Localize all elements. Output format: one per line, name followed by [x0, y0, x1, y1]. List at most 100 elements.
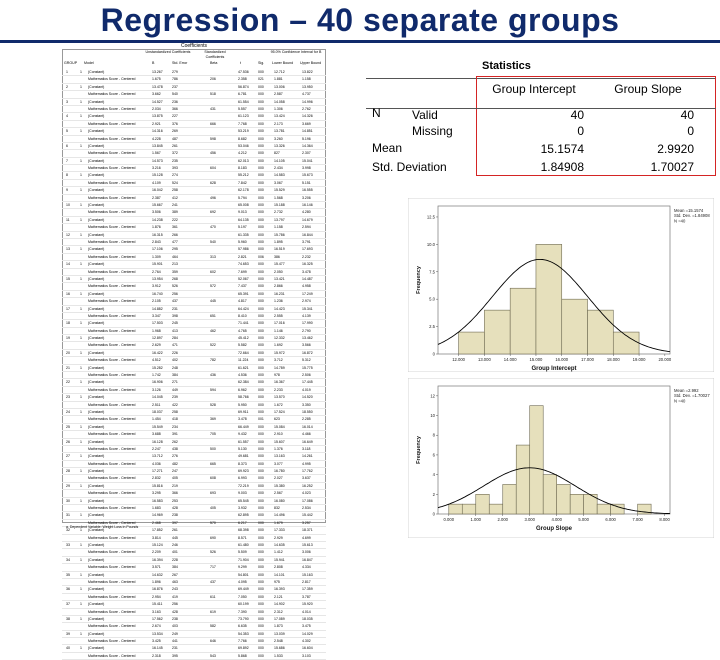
histogram-bar — [502, 484, 517, 515]
table-cell: 3.126 — [152, 387, 161, 392]
table-cell: 437 — [210, 579, 216, 584]
coefficients-rows: 1 1 (Constant) 13.267 279 47.536 000 12.712 13.8… — [62, 69, 326, 660]
row-label: Mathematics Score - Centered — [88, 299, 136, 304]
x-axis-label: Group Slope — [536, 526, 573, 532]
row-label: Mathematics Score - Centered — [88, 269, 136, 274]
group-number: 38 — [66, 616, 70, 621]
table-row: Mathematics Score - Centered 2.764 359 602 7… — [62, 269, 326, 276]
table-cell: 5.557 — [238, 106, 247, 111]
table-cell: 14.969 — [152, 513, 163, 518]
row-label: (Constant) — [88, 84, 105, 89]
table-cell: 4.765 — [238, 328, 247, 333]
table-cell: 17.106 — [152, 247, 163, 252]
table-cell: 15.188 — [274, 203, 285, 208]
table-row: Mathematics Score - Centered 3.814 445 690 8… — [62, 535, 326, 542]
table-cell: 384 — [172, 373, 178, 378]
table-cell: 482 — [172, 461, 178, 466]
group-number: 20 — [66, 350, 70, 355]
table-cell: 16.740 — [152, 291, 163, 296]
histogram-bar — [461, 503, 477, 515]
table-cell: 000 — [258, 114, 264, 119]
table-cell: 000 — [258, 483, 264, 488]
y-tick-label: 5.0 — [429, 297, 435, 302]
table-cell: 6.962 — [238, 387, 247, 392]
table-cell: 000 — [258, 313, 264, 318]
table-cell: 276 — [172, 454, 178, 459]
table-cell: 18.550 — [302, 409, 313, 414]
table-cell: 4.737 — [302, 92, 311, 97]
model-number: 1 — [80, 217, 82, 222]
table-cell: 2.817 — [302, 579, 311, 584]
table-row: 20 1 (Constant) 16.422 226 72.664 000 15.972 16.… — [62, 350, 326, 358]
table-cell: 462 — [210, 328, 216, 333]
table-cell: 15.972 — [274, 350, 285, 355]
row-label: (Constant) — [88, 99, 105, 104]
table-cell: 2.929 — [274, 535, 283, 540]
row-label: (Constant) — [88, 380, 105, 385]
row-label: (Constant) — [88, 70, 105, 74]
table-cell: 16.042 — [152, 188, 163, 193]
table-cell: 540 — [210, 239, 216, 244]
table-cell: 470 — [210, 225, 216, 230]
statistics-table: Group Intercept Group Slope N Valid 40 4… — [366, 76, 716, 196]
table-cell: 000 — [258, 506, 264, 511]
table-cell: 611 — [210, 594, 216, 599]
stats-sub-valid: Valid — [412, 108, 438, 122]
table-cell: 1.896 — [152, 579, 161, 584]
row-label: (Constant) — [88, 321, 105, 326]
table-row: 11 1 (Constant) 14.238 222 64.135 000 13.797 14.… — [62, 217, 326, 225]
table-cell: 000 — [258, 402, 264, 407]
table-cell: 000 — [258, 631, 264, 636]
table-cell: 978 — [274, 373, 280, 378]
table-cell: 16.583 — [152, 498, 163, 503]
table-cell: 16.394 — [152, 557, 163, 562]
group-number: 17 — [66, 306, 70, 311]
x-tick-label: 7.000 — [632, 517, 643, 522]
table-cell: 1.158 — [274, 225, 283, 230]
table-cell: 628 — [210, 180, 216, 185]
table-cell: 1.675 — [152, 77, 161, 82]
table-cell: 61.557 — [238, 439, 249, 444]
row-label: Mathematics Score - Centered — [88, 639, 136, 644]
table-cell: 256 — [172, 291, 178, 296]
x-tick-label: 16.000 — [555, 357, 568, 362]
table-cell: 15.920 — [302, 602, 313, 607]
table-cell: 4.228 — [152, 136, 161, 141]
row-label: Mathematics Score - Centered — [88, 210, 136, 215]
table-cell: 000 — [258, 70, 264, 74]
table-cell: 13.478 — [152, 84, 163, 89]
group-number: 3 — [66, 99, 68, 104]
table-cell: 2.832 — [152, 476, 161, 481]
table-cell: 000 — [258, 476, 264, 481]
table-cell: 49.681 — [238, 454, 249, 459]
table-cell: 7.842 — [238, 180, 247, 185]
table-cell: 17.693 — [302, 247, 313, 252]
table-cell: 405 — [210, 506, 216, 511]
table-row: 13 1 (Constant) 17.106 295 57.986 000 16.519 17.… — [62, 246, 326, 254]
table-cell: 261 — [172, 528, 178, 533]
table-cell: 4.699 — [302, 535, 311, 540]
table-cell: 3.506 — [152, 210, 161, 215]
table-cell: 8.410 — [238, 313, 247, 318]
legend-entry: Mean =2.992 — [674, 388, 699, 393]
x-axis-label: Group Intercept — [531, 366, 576, 372]
table-cell: 45.412 — [238, 336, 249, 341]
model-number: 1 — [80, 336, 82, 341]
table-cell: 428 — [172, 506, 178, 511]
table-row: 34 1 (Constant) 16.394 228 71.904 000 15.941 16.… — [62, 557, 326, 565]
table-cell: 15.124 — [152, 543, 163, 547]
table-cell: 17.990 — [302, 321, 313, 326]
table-cell: 16.325 — [302, 262, 313, 267]
table-cell: 000 — [258, 587, 264, 592]
table-cell: 3.067 — [274, 180, 283, 185]
model-number: 1 — [80, 380, 82, 385]
model-number: 1 — [80, 99, 82, 104]
table-row: 39 1 (Constant) 13.534 249 54.353 000 13.039 14.… — [62, 631, 326, 639]
histogram-bar — [556, 484, 571, 515]
table-cell: 1.236 — [274, 299, 283, 304]
model-number: 1 — [80, 646, 82, 651]
table-cell: 000 — [258, 380, 264, 385]
row-label: (Constant) — [88, 469, 105, 474]
table-cell: 13.326 — [274, 143, 285, 148]
table-cell: 366 — [172, 106, 178, 111]
